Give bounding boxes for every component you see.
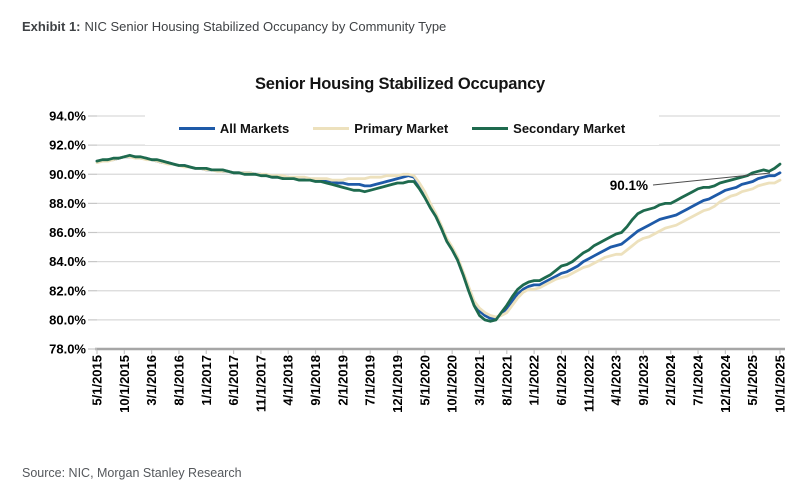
y-tick-label: 78.0% (49, 342, 86, 357)
x-tick-label: 4/1/2018 (281, 355, 296, 406)
legend-item-all-markets: All Markets (178, 121, 290, 136)
legend-label: Primary Market (354, 121, 449, 136)
series-line-secondary-market (95, 153, 782, 323)
x-tick-label: 9/1/2018 (308, 355, 323, 406)
x-tick-label: 10/1/2020 (445, 355, 460, 413)
y-tick-label: 88.0% (49, 196, 86, 211)
x-tick-label: 11/1/2017 (253, 355, 268, 412)
y-tick-label: 84.0% (49, 254, 86, 269)
y-tick-label: 86.0% (49, 225, 86, 240)
x-tick-label: 3/1/2021 (472, 355, 487, 406)
y-tick-label: 90.0% (49, 167, 86, 182)
x-tick-label: 5/1/2020 (417, 355, 432, 406)
exhibit-number: Exhibit 1: (22, 19, 81, 34)
x-tick-label: 8/1/2016 (171, 355, 186, 406)
legend-swatch (178, 126, 215, 131)
x-tick-label: 7/1/2024 (691, 354, 706, 405)
x-tick-label: 6/1/2017 (226, 355, 241, 406)
x-tick-label: 2/1/2019 (335, 355, 350, 406)
x-tick-label: 9/1/2023 (636, 355, 651, 406)
legend-swatch (313, 126, 350, 131)
legend-label: All Markets (219, 121, 290, 136)
x-tick-label: 4/1/2023 (609, 355, 624, 406)
x-tick-label: 2/1/2024 (663, 354, 678, 405)
series-line-primary-market (95, 155, 782, 319)
annotation-leader-line (652, 172, 771, 186)
legend-item-secondary-market: Secondary Market (472, 121, 625, 136)
chart-legend: All Markets Primary Market Secondary Marke… (145, 112, 659, 145)
x-tick-label: 7/1/2019 (363, 355, 378, 406)
y-tick-label: 82.0% (49, 283, 86, 298)
x-tick-label: 1/1/2022 (527, 355, 542, 406)
legend-item-primary-market: Primary Market (313, 121, 448, 136)
y-tick-label: 92.0% (49, 138, 86, 153)
x-tick-label: 8/1/2021 (499, 355, 514, 406)
exhibit-header: Exhibit 1: NIC Senior Housing Stabilized … (22, 19, 446, 34)
x-tick-label: 11/1/2022 (581, 355, 596, 412)
y-tick-label: 80.0% (49, 312, 86, 327)
legend-swatch (472, 126, 509, 131)
legend-label: Secondary Market (513, 121, 626, 136)
x-tick-label: 1/1/2017 (199, 355, 214, 406)
x-tick-label: 12/1/2019 (390, 355, 405, 413)
x-tick-label: 6/1/2022 (554, 355, 569, 406)
x-tick-label: 5/1/2025 (745, 355, 760, 406)
x-tick-label: 12/1/2024 (718, 354, 733, 413)
x-tick-label: 10/1/2015 (117, 355, 132, 413)
exhibit-title: NIC Senior Housing Stabilized Occupancy … (84, 19, 447, 34)
source-note: Source: NIC, Morgan Stanley Research (22, 466, 242, 480)
x-tick-label: 3/1/2016 (144, 355, 159, 406)
chart-title: Senior Housing Stabilized Occupancy (254, 75, 546, 93)
x-tick-label: 5/1/2015 (90, 355, 105, 406)
series-line-all-markets (95, 155, 782, 320)
x-tick-label: 10/1/2025 (773, 355, 788, 413)
annotation-value-label: 90.1% (610, 178, 648, 193)
y-tick-label: 94.0% (49, 109, 86, 124)
